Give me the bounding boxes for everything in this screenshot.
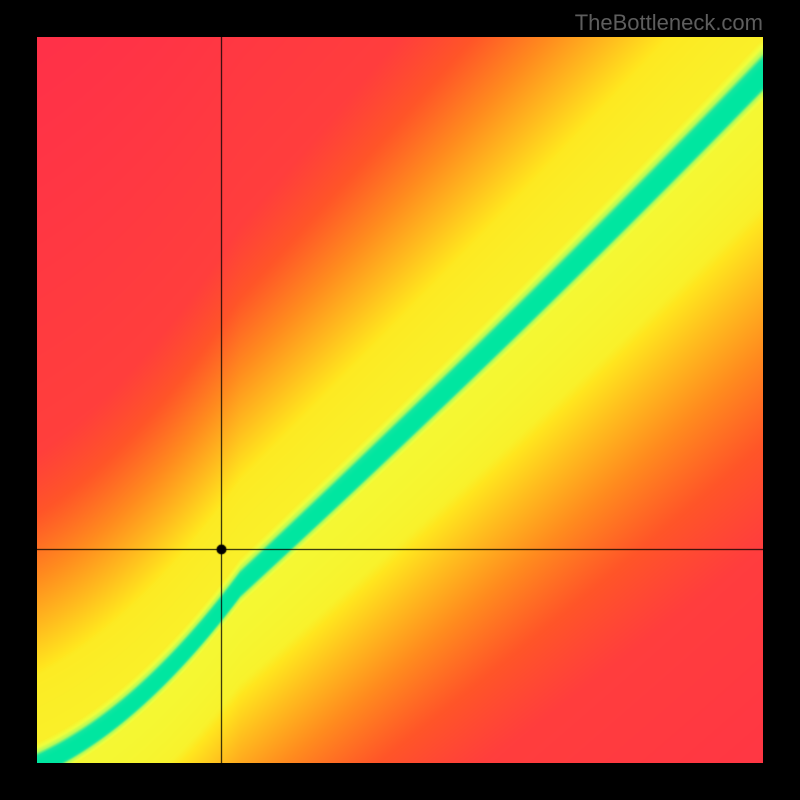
bottleneck-heatmap [37,37,763,763]
watermark-text: TheBottleneck.com [575,10,763,36]
chart-container: TheBottleneck.com [0,0,800,800]
